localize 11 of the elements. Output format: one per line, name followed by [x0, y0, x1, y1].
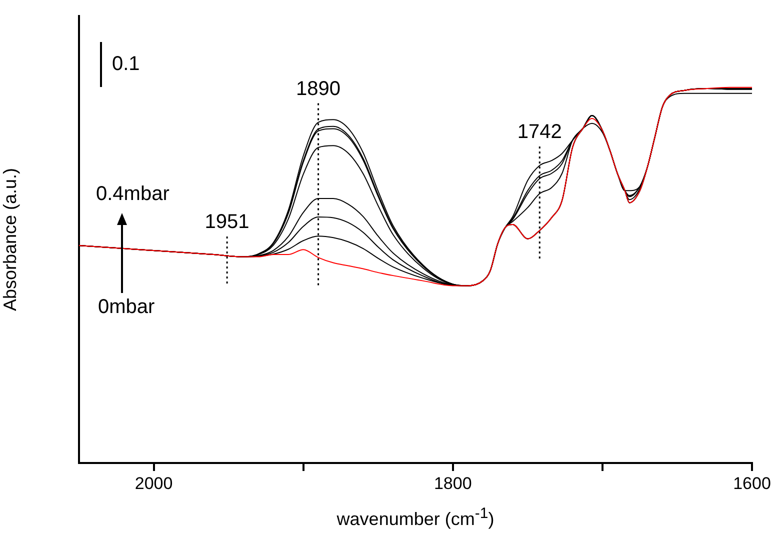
x-tick-label: 1600 — [733, 474, 771, 493]
annotation: 0mbar — [98, 296, 155, 318]
annotation: 0.4mbar — [96, 183, 170, 205]
ref-line-label: 1890 — [296, 78, 341, 100]
text: 0.1 — [112, 53, 140, 75]
ref-line-label: 1951 — [204, 211, 250, 234]
y-axis-title: Absorbance (a.u.) — [0, 168, 20, 312]
ref-line-label: 1742 — [517, 121, 562, 144]
x-tick-label: 2000 — [134, 474, 173, 493]
x-axis-title: wavenumber (cm$^{-1}$) — [336, 505, 496, 530]
x-tick-label: 1800 — [434, 474, 472, 493]
